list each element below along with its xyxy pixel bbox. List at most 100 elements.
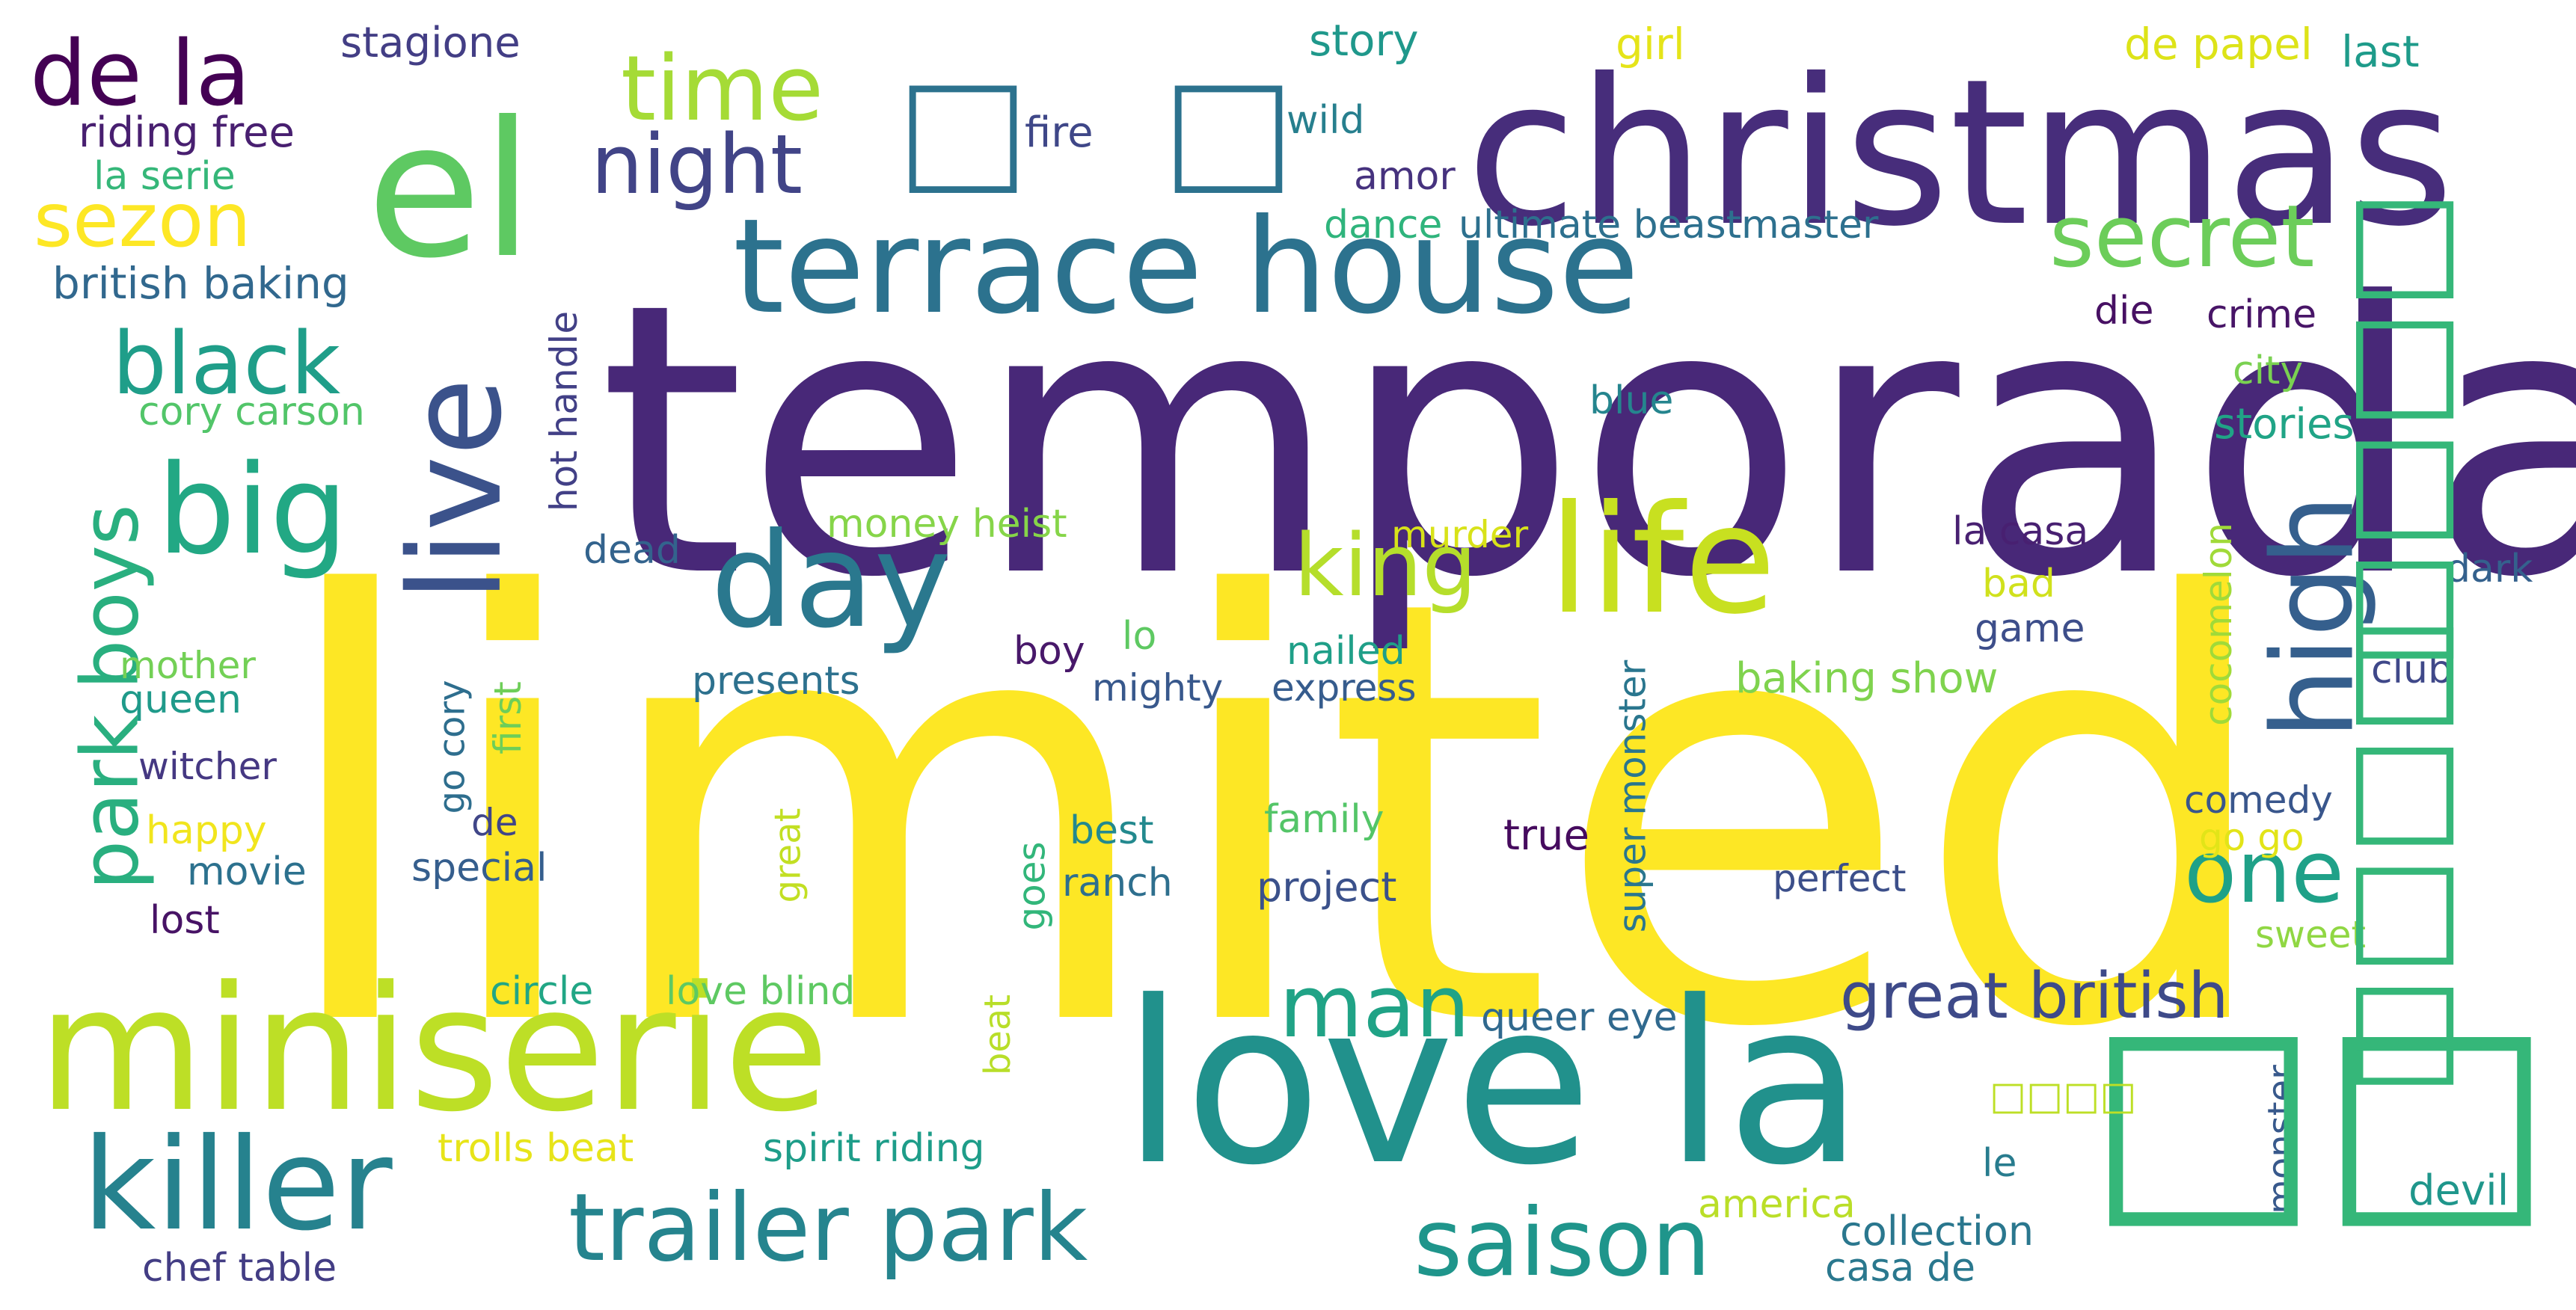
- word: ranch: [1062, 861, 1173, 905]
- glyph-box: □□□□: [2320, 189, 2469, 671]
- word: amor: [1354, 154, 1456, 199]
- word: spirit riding: [763, 1126, 985, 1171]
- word: love blind: [666, 969, 856, 1014]
- word: goes: [1010, 841, 1054, 931]
- word: boy: [1013, 629, 1085, 674]
- word: trolls beat: [438, 1126, 634, 1171]
- word: crime: [2207, 292, 2317, 337]
- word: best: [1070, 808, 1154, 853]
- word: true: [1503, 811, 1589, 860]
- word: wild: [1287, 98, 1365, 143]
- word: nailed: [1287, 629, 1405, 674]
- word: mighty: [1092, 666, 1224, 710]
- word: super monster: [1610, 659, 1655, 933]
- word: queer eye: [1481, 995, 1678, 1040]
- word: blue: [1589, 378, 1674, 423]
- word: sweet: [2255, 913, 2367, 956]
- word: beat: [977, 994, 1019, 1076]
- word: dance: [1324, 203, 1443, 247]
- word: first: [485, 681, 530, 754]
- word: riding free: [79, 108, 295, 157]
- word: le: [1982, 1141, 2017, 1186]
- word: terrace house: [733, 191, 1640, 343]
- word: happy: [146, 808, 267, 853]
- word: great: [767, 808, 809, 903]
- word: lo: [1122, 614, 1157, 659]
- word: collection: [1840, 1208, 2034, 1255]
- word: saison: [1414, 1189, 1711, 1297]
- word: circle: [490, 969, 594, 1014]
- word: murder: [1391, 513, 1529, 556]
- word: game: [1975, 606, 2085, 651]
- word: movie: [187, 849, 307, 894]
- word: de: [471, 801, 518, 844]
- word: club: [2371, 648, 2453, 692]
- word: de papel: [2124, 19, 2313, 70]
- word: trailer park: [568, 1174, 1088, 1282]
- word: die: [2094, 289, 2154, 333]
- word: day: [711, 505, 951, 657]
- word: last: [2341, 26, 2420, 77]
- word: chef table: [142, 1246, 337, 1291]
- glyph-box: □: [909, 26, 1017, 236]
- word: dark: [2446, 547, 2533, 591]
- word: money heist: [827, 502, 1067, 547]
- word: secret: [2049, 187, 2315, 287]
- word: america: [1698, 1182, 1856, 1227]
- word: city: [2233, 348, 2304, 393]
- word: man: [1279, 957, 1471, 1057]
- word: devil: [2408, 1166, 2509, 1215]
- word: de la: [30, 22, 251, 126]
- word: miniserie: [37, 950, 829, 1150]
- word: love la: [1122, 953, 1864, 1214]
- word: sezon: [34, 176, 251, 264]
- word: one: [2184, 822, 2344, 923]
- word: killer: [82, 1111, 393, 1259]
- glyph-box: □: [1174, 26, 1283, 236]
- word: big: [157, 438, 349, 582]
- word: special: [411, 846, 548, 891]
- word: ultimate beastmaster: [1459, 203, 1879, 247]
- word: project: [1257, 864, 1397, 911]
- word: british baking: [52, 258, 349, 309]
- word: stagione: [340, 19, 521, 67]
- word: life: [1548, 473, 1776, 648]
- word: comedy: [2184, 778, 2333, 822]
- word: la casa: [1952, 509, 2089, 554]
- word: story: [1309, 15, 1419, 66]
- word: time: [621, 37, 824, 141]
- word: family: [1264, 797, 1384, 842]
- word: presents: [692, 659, 860, 704]
- word: el: [367, 82, 534, 299]
- word: limited: [269, 476, 2282, 1154]
- word: baking show: [1735, 654, 1999, 703]
- word: perfect: [1773, 857, 1907, 900]
- word: fire: [1025, 108, 1094, 157]
- word: temporada: [598, 224, 2576, 659]
- word: go cory: [431, 680, 473, 814]
- word: live: [381, 378, 530, 602]
- word: casa de: [1825, 1246, 1975, 1291]
- word: great british: [1840, 959, 2229, 1033]
- glyph-box: □□□□: [1990, 1074, 2137, 1119]
- word: stories: [2214, 400, 2355, 449]
- word: night: [591, 117, 803, 212]
- word: cory carson: [138, 390, 365, 434]
- word: mother: [120, 644, 256, 687]
- word: bad: [1982, 562, 2055, 606]
- word: christmas: [1466, 35, 2455, 271]
- word: girl: [1616, 19, 1685, 70]
- word: express: [1272, 666, 1417, 710]
- word: cocomelon: [2196, 523, 2240, 726]
- word: king: [1294, 516, 1477, 616]
- word: go go: [2199, 816, 2304, 859]
- word: dead: [583, 528, 681, 573]
- glyph-box: □□: [2087, 967, 2554, 1254]
- word: hot handle: [542, 310, 586, 512]
- word: la serie: [93, 154, 236, 199]
- word: queen: [120, 677, 242, 722]
- word: lost: [150, 898, 220, 943]
- word: witcher: [138, 745, 277, 788]
- word: black: [112, 314, 341, 414]
